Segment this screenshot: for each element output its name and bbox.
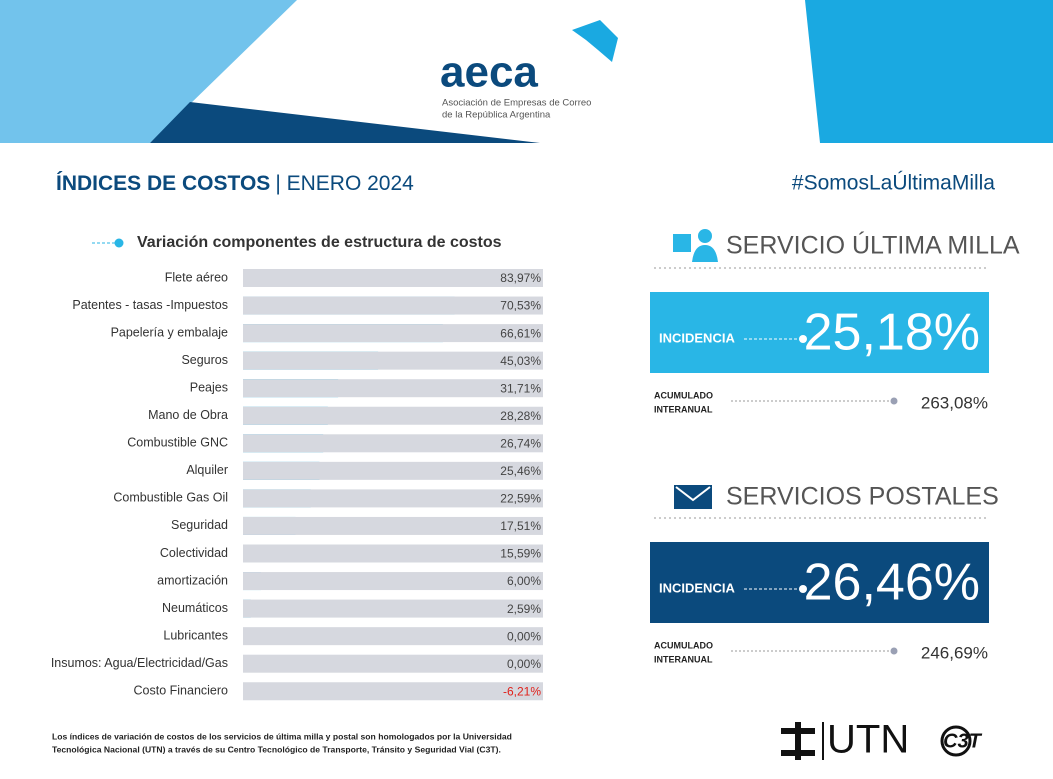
accumulated-label: INTERANUAL [654,654,713,664]
c3t-logo: C3T [943,730,983,752]
logo-mark [572,20,618,62]
category-label: Seguros [181,353,228,367]
panel-title: SERVICIO ÚLTIMA MILLA [726,231,1020,260]
panel-title: SERVICIOS POSTALES [726,483,999,511]
value-label: 26,74% [500,436,541,450]
footnote: Los índices de variación de costos de lo… [52,731,512,741]
decor-dot [799,335,807,343]
accumulated-label: ACUMULADO [654,390,713,400]
accumulated-label: ACUMULADO [654,640,713,650]
bar-track [243,434,543,453]
chart-title: Variación componentes de estructura de c… [137,234,502,251]
bar-track [243,516,543,535]
value-label: 6,00% [507,574,541,588]
panel-box [650,292,989,373]
category-label: Insumos: Agua/Electricidad/Gas [51,656,228,670]
value-label: 70,53% [500,299,541,313]
bar-track [243,682,543,701]
incidence-value: 25,18% [804,304,980,362]
category-label: Peajes [190,380,228,394]
category-label: Patentes - tasas -Impuestos [72,298,228,312]
incidence-label: INCIDENCIA [659,330,735,345]
org-name: de la República Argentina [442,110,551,121]
envelope-icon [674,485,712,509]
bar-track [243,351,543,370]
bar-track [243,572,543,591]
category-label: Neumáticos [162,601,228,615]
accumulated-label: INTERANUAL [654,404,713,414]
value-label: 31,71% [500,381,541,395]
value-label: 83,97% [500,271,541,285]
header-shape [0,0,297,143]
c3t-ring [940,725,972,757]
panel-box [650,542,989,623]
incidence-label: INCIDENCIA [659,580,735,595]
category-label: amortización [157,573,228,587]
decor-dot [799,585,807,593]
category-label: Colectividad [160,546,228,560]
category-label: Flete aéreo [165,270,228,284]
category-label: Costo Financiero [134,684,229,698]
bar-track [243,627,543,646]
accumulated-value: 263,08% [921,393,988,412]
category-label: Lubricantes [163,628,228,642]
value-label: 0,00% [507,657,541,671]
category-label: Seguridad [171,518,228,532]
value-label: 22,59% [500,492,541,506]
bar-track [243,544,543,563]
value-label: 2,59% [507,602,541,616]
page-title: ÍNDICES DE COSTOS | ENERO 2024 [56,172,414,195]
category-label: Combustible GNC [127,436,228,450]
accumulated-value: 246,69% [921,643,988,662]
value-label: 45,03% [500,354,541,368]
value-label: -6,21% [503,684,541,698]
bar-track [243,654,543,673]
bar-track [243,461,543,480]
value-label: 17,51% [500,519,541,533]
footnote: Tecnológica Nacional (UTN) a través de s… [52,744,501,754]
bar-track [243,489,543,508]
category-label: Mano de Obra [148,408,228,422]
org-name: Asociación de Empresas de Correo [442,98,591,109]
category-label: Papelería y embalaje [111,325,228,339]
bar-track [243,599,543,618]
value-label: 28,28% [500,409,541,423]
header-shape [805,0,1053,143]
value-label: 25,46% [500,464,541,478]
bar-track [243,296,543,315]
bar-track [243,269,543,287]
utn-logo: UTN [827,718,909,762]
value-label: 15,59% [500,547,541,561]
decor-dot [114,238,124,248]
bar-track [243,324,543,343]
decor-dot [890,397,898,405]
category-label: Combustible Gas Oil [113,491,228,505]
logo-text: aeca [440,48,538,97]
value-label: 0,00% [507,629,541,643]
hashtag: #SomosLaÚltimaMilla [792,172,995,195]
utn-mark [781,722,824,760]
title: ÍNDICES DE COSTOS [56,172,270,195]
decor-dot [890,647,898,655]
category-label: Alquiler [186,463,228,477]
value-label: 66,61% [500,326,541,340]
header-shape [150,102,540,143]
incidence-value: 26,46% [804,554,980,612]
courier-icon [673,229,718,262]
bar-track [243,379,543,398]
bar-track [243,406,543,425]
subtitle: | ENERO 2024 [275,172,414,195]
